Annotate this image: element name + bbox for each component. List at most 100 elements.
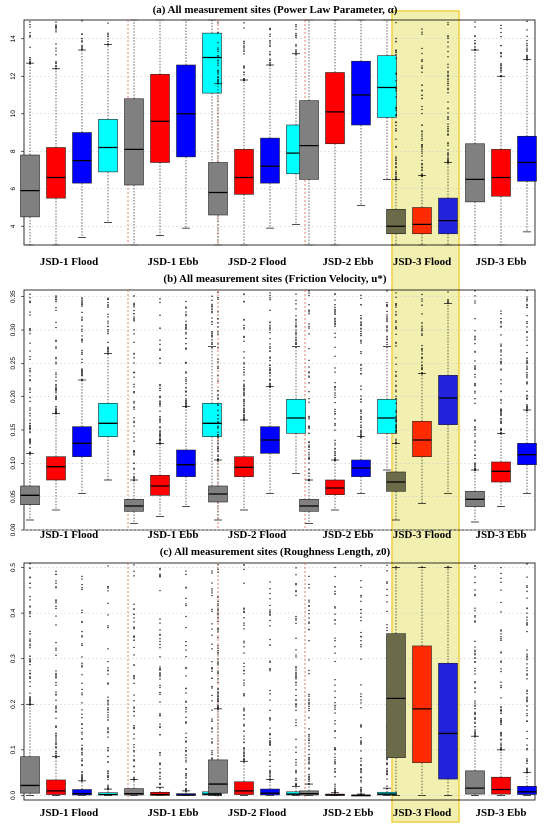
outlier-point bbox=[55, 736, 57, 738]
outlier-point bbox=[185, 783, 187, 786]
outlier-point bbox=[29, 311, 31, 313]
outlier-point bbox=[395, 389, 397, 391]
outlier-point bbox=[211, 309, 213, 311]
outlier-point bbox=[269, 737, 271, 739]
outlier-point bbox=[217, 49, 219, 51]
outlier-point bbox=[447, 84, 449, 87]
outlier-point bbox=[269, 29, 271, 31]
group-label: JSD-1 Flood bbox=[40, 807, 98, 819]
outlier-point bbox=[526, 590, 528, 592]
outlier-point bbox=[421, 152, 423, 154]
outlier-point bbox=[386, 594, 388, 597]
outlier-point bbox=[526, 404, 528, 406]
outlier-point bbox=[159, 669, 161, 671]
outlier-point bbox=[243, 662, 245, 664]
outlier-point bbox=[360, 418, 362, 420]
outlier-point bbox=[360, 435, 362, 437]
box bbox=[491, 310, 511, 508]
outlier-point bbox=[526, 699, 528, 701]
outlier-point bbox=[386, 564, 388, 566]
outlier-point bbox=[500, 744, 502, 746]
outlier-point bbox=[474, 433, 476, 435]
box bbox=[72, 575, 92, 796]
outlier-point bbox=[133, 635, 135, 638]
outlier-point bbox=[133, 765, 135, 767]
outlier-point bbox=[395, 90, 397, 92]
outlier-point bbox=[55, 681, 57, 683]
outlier-point bbox=[421, 368, 423, 370]
outlier-point bbox=[269, 327, 271, 330]
outlier-point bbox=[185, 774, 187, 776]
outlier-point bbox=[474, 368, 476, 370]
outlier-point bbox=[526, 50, 528, 52]
outlier-point bbox=[217, 80, 219, 83]
outlier-point bbox=[474, 318, 476, 320]
outlier-point bbox=[360, 297, 362, 299]
outlier-point bbox=[217, 447, 219, 449]
outlier-point bbox=[360, 750, 362, 752]
outlier-point bbox=[395, 385, 397, 387]
outlier-point bbox=[360, 350, 362, 353]
outlier-point bbox=[185, 597, 187, 599]
outlier-point bbox=[500, 379, 502, 381]
outlier-point bbox=[159, 589, 161, 592]
outlier-point bbox=[107, 33, 109, 36]
outlier-point bbox=[500, 334, 502, 336]
outlier-point bbox=[81, 780, 83, 782]
outlier-point bbox=[526, 622, 528, 624]
outlier-point bbox=[386, 570, 388, 572]
outlier-point bbox=[133, 751, 135, 753]
outlier-point bbox=[55, 654, 57, 656]
outlier-point bbox=[500, 71, 502, 73]
box-body bbox=[517, 135, 537, 182]
outlier-point bbox=[334, 293, 336, 295]
outlier-point bbox=[500, 390, 502, 392]
outlier-point bbox=[185, 721, 187, 723]
box-group: JSD-2 Ebb bbox=[299, 19, 397, 268]
outlier-point bbox=[500, 742, 502, 744]
outlier-point bbox=[386, 601, 388, 603]
outlier-point bbox=[295, 782, 297, 785]
outlier-point bbox=[185, 331, 187, 334]
outlier-point bbox=[185, 773, 187, 775]
outlier-point bbox=[107, 714, 109, 716]
outlier-point bbox=[386, 320, 388, 323]
outlier-point bbox=[334, 637, 336, 639]
outlier-point bbox=[29, 599, 31, 601]
panel-0: (a) All measurement sites (Power Law Par… bbox=[10, 4, 537, 268]
outlier-point bbox=[447, 75, 449, 77]
outlier-point bbox=[308, 758, 310, 761]
outlier-point bbox=[243, 400, 245, 402]
outlier-point bbox=[334, 396, 336, 399]
box-body bbox=[386, 633, 406, 758]
outlier-point bbox=[474, 711, 476, 713]
outlier-point bbox=[308, 659, 310, 661]
outlier-point bbox=[29, 301, 31, 304]
outlier-point bbox=[474, 337, 476, 339]
outlier-point bbox=[295, 338, 297, 340]
outlier-point bbox=[159, 402, 161, 404]
outlier-point bbox=[159, 298, 161, 300]
box bbox=[299, 19, 319, 246]
box bbox=[386, 566, 406, 796]
outlier-point bbox=[211, 718, 213, 720]
outlier-point bbox=[81, 775, 83, 777]
outlier-point bbox=[500, 427, 502, 430]
outlier-point bbox=[133, 295, 135, 297]
outlier-point bbox=[295, 699, 297, 701]
outlier-point bbox=[159, 634, 161, 636]
outlier-point bbox=[500, 681, 502, 683]
outlier-point bbox=[217, 50, 219, 53]
outlier-point bbox=[81, 341, 83, 343]
outlier-point bbox=[55, 641, 57, 644]
outlier-point bbox=[185, 761, 187, 763]
outlier-point bbox=[308, 426, 310, 428]
outlier-point bbox=[133, 451, 135, 453]
outlier-point bbox=[55, 677, 57, 679]
outlier-point bbox=[395, 426, 397, 429]
outlier-point bbox=[55, 599, 57, 601]
box bbox=[517, 20, 537, 233]
outlier-point bbox=[500, 317, 502, 320]
outlier-point bbox=[526, 749, 528, 751]
outlier-point bbox=[133, 319, 135, 321]
